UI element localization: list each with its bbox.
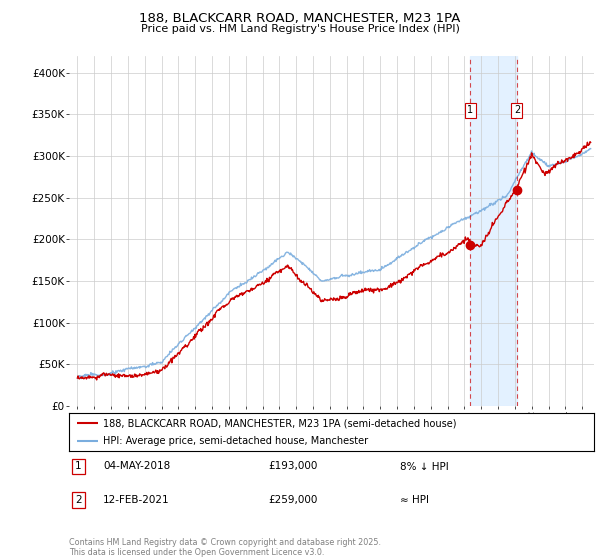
Text: Price paid vs. HM Land Registry's House Price Index (HPI): Price paid vs. HM Land Registry's House …	[140, 24, 460, 34]
Text: £259,000: £259,000	[269, 495, 318, 505]
Text: Contains HM Land Registry data © Crown copyright and database right 2025.
This d: Contains HM Land Registry data © Crown c…	[69, 538, 381, 557]
Text: 1: 1	[467, 105, 473, 115]
Text: 2: 2	[75, 495, 82, 505]
Text: £193,000: £193,000	[269, 461, 318, 472]
Text: 1: 1	[75, 461, 82, 472]
Text: 188, BLACKCARR ROAD, MANCHESTER, M23 1PA (semi-detached house): 188, BLACKCARR ROAD, MANCHESTER, M23 1PA…	[103, 418, 457, 428]
Text: ≈ HPI: ≈ HPI	[400, 495, 429, 505]
Bar	[470, 56, 517, 406]
Text: HPI: Average price, semi-detached house, Manchester: HPI: Average price, semi-detached house,…	[103, 436, 368, 446]
Text: 188, BLACKCARR ROAD, MANCHESTER, M23 1PA: 188, BLACKCARR ROAD, MANCHESTER, M23 1PA	[139, 12, 461, 25]
Text: 12-FEB-2021: 12-FEB-2021	[103, 495, 170, 505]
Text: 2: 2	[514, 105, 520, 115]
Text: 04-MAY-2018: 04-MAY-2018	[103, 461, 170, 472]
Text: 8% ↓ HPI: 8% ↓ HPI	[400, 461, 449, 472]
